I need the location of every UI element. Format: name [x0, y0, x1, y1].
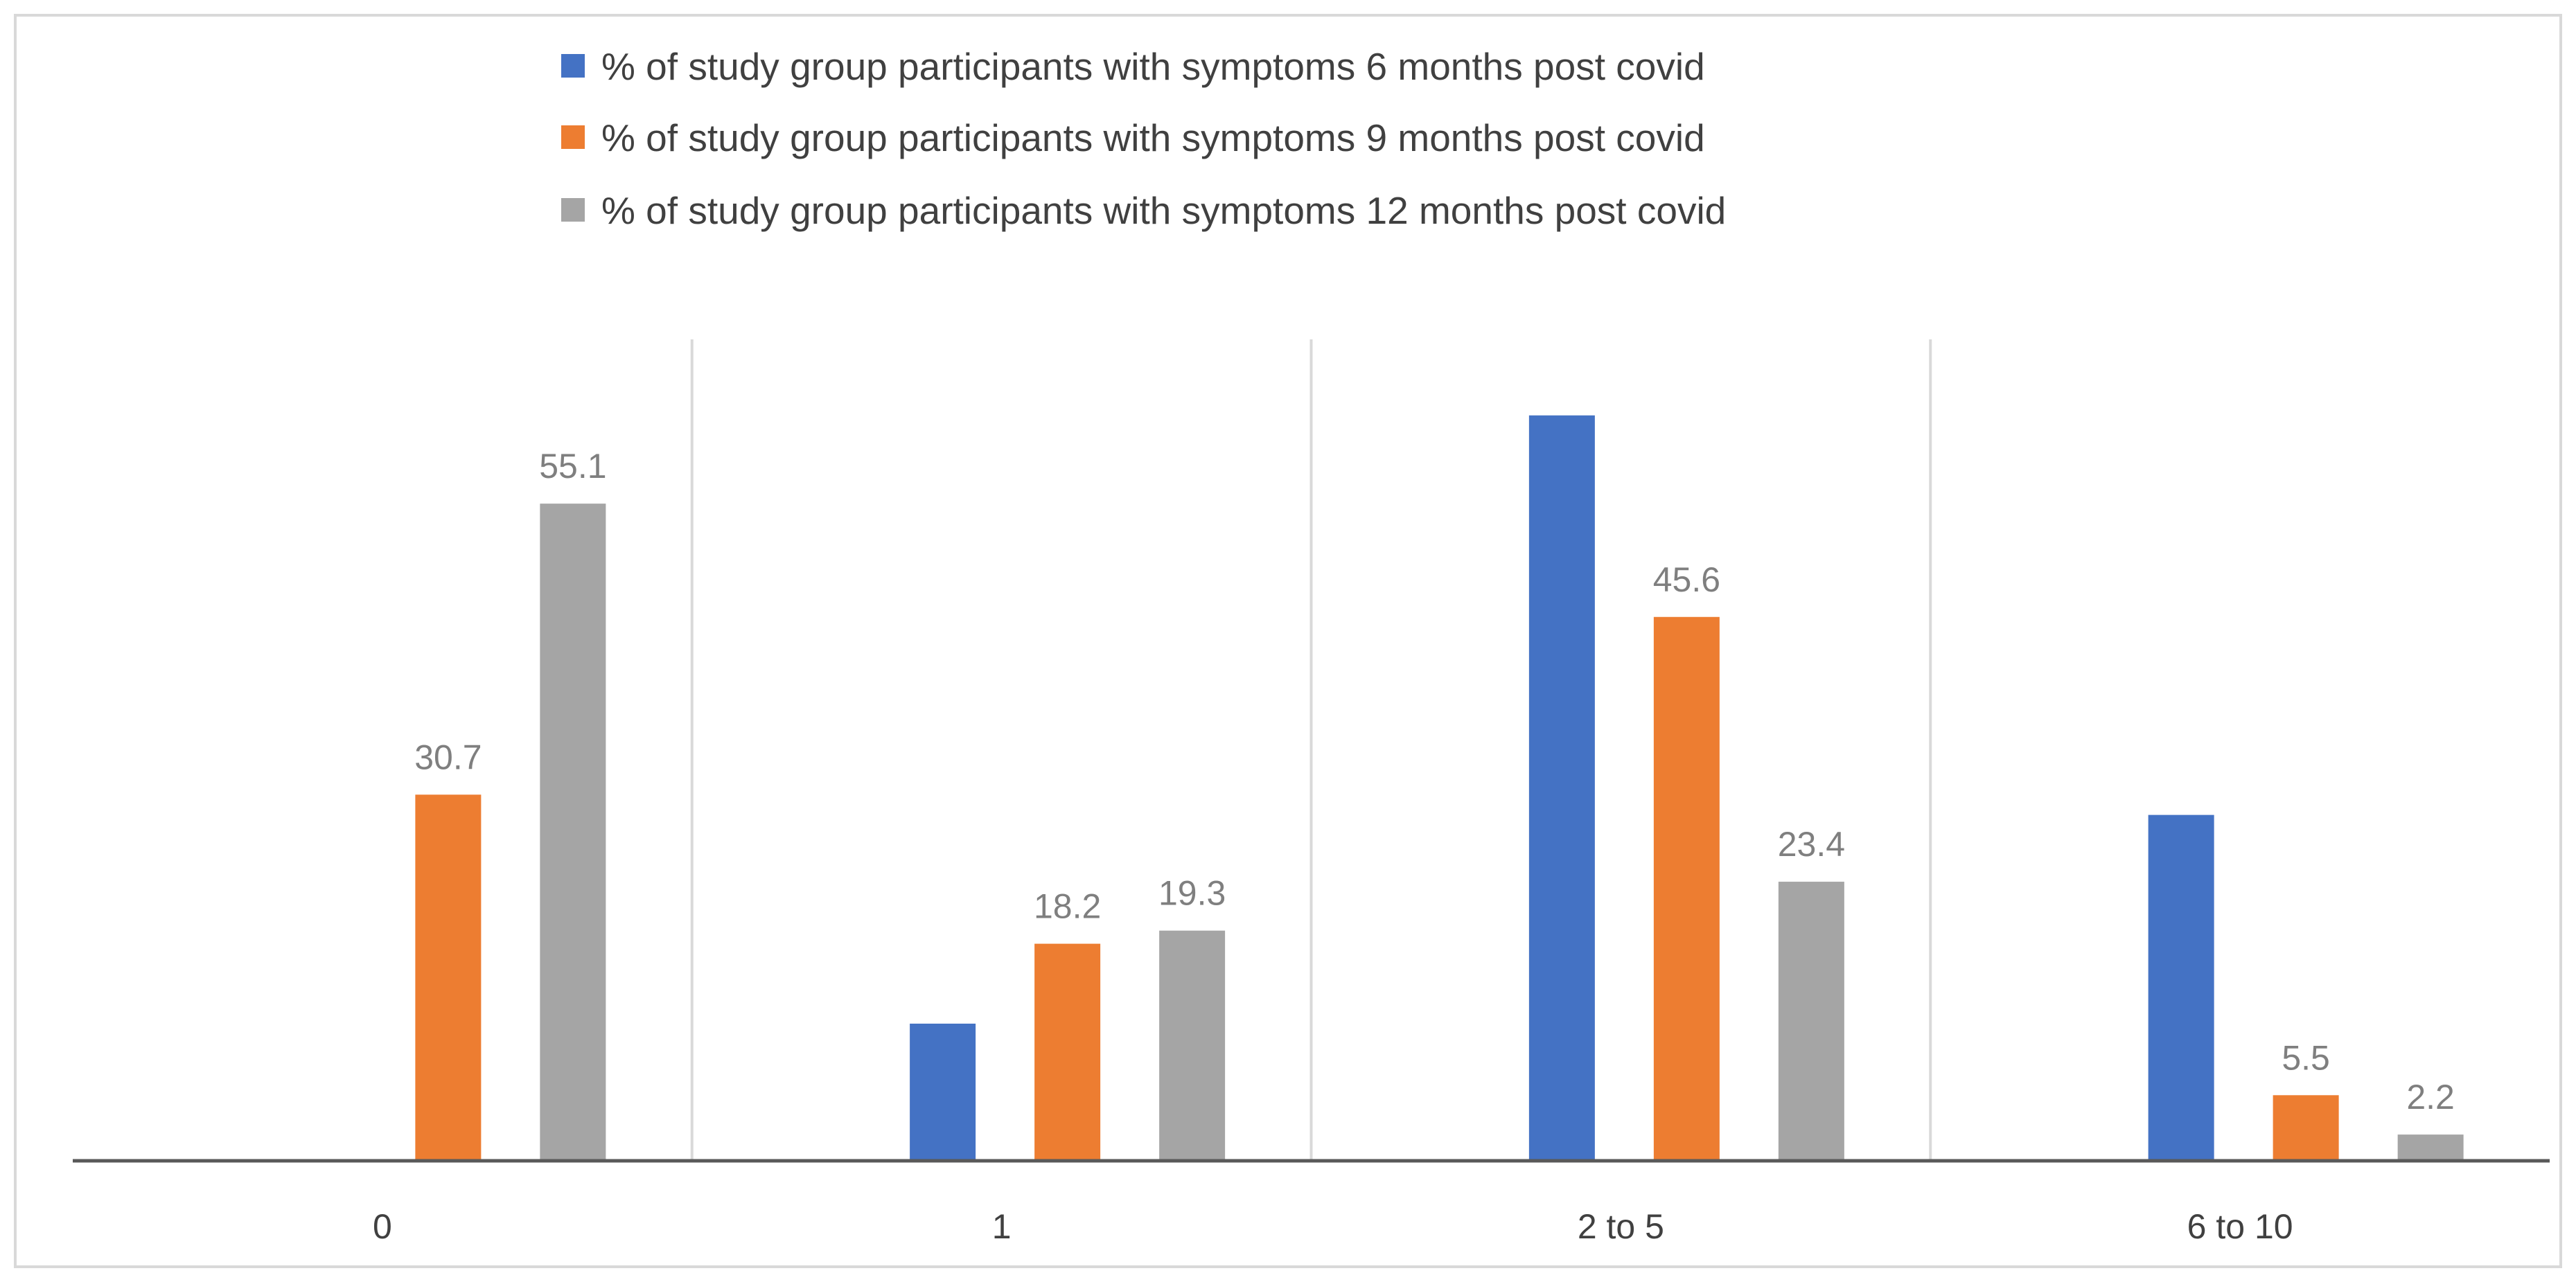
legend-swatch: [561, 54, 585, 78]
category-dividers: [690, 339, 1932, 1161]
legend-item: % of study group participants with sympt…: [561, 116, 1705, 159]
x-axis: 0 1 2 to 5 6 to 10: [73, 1159, 2550, 1246]
bar: [1159, 930, 1226, 1161]
x-tick-label: 2 to 5: [1578, 1207, 1664, 1246]
legend-label: % of study group participants with sympt…: [601, 45, 1705, 88]
bar: [415, 794, 482, 1161]
x-tick-label: 1: [992, 1207, 1012, 1246]
data-label: 55.1: [539, 447, 606, 486]
legend-swatch: [561, 125, 585, 149]
legend: % of study group participants with sympt…: [561, 45, 1726, 232]
data-label: 23.4: [1778, 825, 1845, 864]
x-tick-label: 0: [373, 1207, 392, 1246]
bars: [415, 415, 2464, 1161]
bar: [1034, 943, 1101, 1161]
bar: [1528, 415, 1595, 1161]
bar: [2273, 1095, 2339, 1161]
bar: [540, 504, 606, 1161]
data-label: 18.2: [1034, 887, 1101, 926]
data-label: 45.6: [1653, 560, 1720, 599]
legend-item: % of study group participants with sympt…: [561, 45, 1705, 88]
data-label: 30.7: [414, 738, 482, 776]
x-tick-label: 6 to 10: [2187, 1207, 2293, 1246]
bar: [1653, 616, 1720, 1161]
legend-item: % of study group participants with sympt…: [561, 189, 1726, 232]
data-label: 2.2: [2406, 1078, 2455, 1116]
data-label: 19.3: [1158, 874, 1226, 913]
legend-label: % of study group participants with sympt…: [601, 189, 1726, 232]
bar: [910, 1023, 976, 1161]
data-label: 5.5: [2282, 1038, 2330, 1077]
legend-swatch: [561, 198, 585, 222]
legend-label: % of study group participants with sympt…: [601, 116, 1705, 159]
bar: [1778, 882, 1844, 1161]
bar: [2397, 1134, 2464, 1161]
data-labels: 30.7 55.1 18.2 19.3 45.6 23.4 5.5 2.2: [414, 447, 2455, 1116]
bar: [2148, 814, 2214, 1161]
